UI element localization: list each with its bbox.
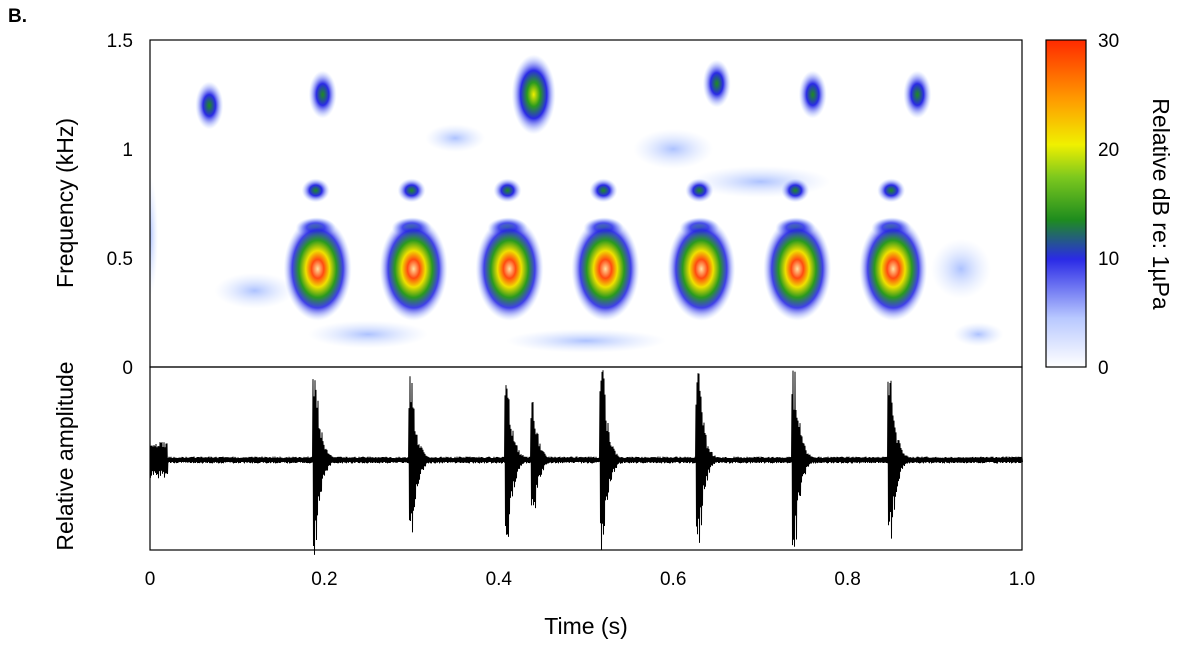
upper-harmonic-band [308,70,337,119]
colorbar-gradient [1045,39,1087,368]
time-axis-ticks: 0 0.2 0.4 0.6 0.8 1.0 [145,569,1036,590]
time-tick-label: 0.6 [660,569,686,590]
frequency-tick-label: 1 [122,140,133,161]
frequency-axis-ticks: 0 0.5 1 1.5 [107,31,133,379]
pulse-energy-blob [571,216,640,321]
spectrogram-noise-patch [425,124,486,153]
colorbar-tick-label: 0 [1098,358,1109,379]
frequency-tick-label: 1.5 [107,31,133,52]
time-tick-label: 0.8 [834,569,860,590]
pulse-energy-blob [859,216,928,321]
waveform-trace [149,370,1023,555]
spectrogram-panel: 0 0.5 1 1.5 Frequency (kHz) [52,31,1023,379]
upper-harmonic-band [798,70,827,119]
waveform-frame [149,366,1023,551]
pulse-energy-blob [379,216,448,321]
spectrogram-noise-patch [953,322,1004,347]
colorbar-label: Relative dB re: 1µPa [1148,98,1174,310]
pulse-harmonic [589,178,618,203]
time-tick-label: 0.2 [311,569,337,590]
upper-harmonic-band [511,54,556,135]
upper-harmonic-band [195,81,224,130]
frequency-tick-label: 0 [122,358,133,379]
time-axis-label: Time (s) [544,613,627,639]
colorbar-tick-label: 20 [1098,140,1119,161]
frequency-tick-label: 0.5 [107,249,133,270]
time-tick-label: 0.4 [486,569,513,590]
spectrogram-noise-patch [930,238,991,299]
colorbar: 0 10 20 30 Relative dB re: 1µPa [1045,31,1174,379]
pulse-energy-blob [763,216,832,321]
pulse-harmonic [877,178,906,203]
pulse-energy-blob [667,216,736,321]
pulse-energy-blob [475,216,544,321]
time-tick-label: 1.0 [1009,569,1035,590]
pulse-harmonic [781,178,810,203]
spectrogram-noise-patch [214,272,295,309]
time-tick-label: 0 [145,569,156,590]
pulse-harmonic [493,178,522,203]
amplitude-axis-label: Relative amplitude [52,361,78,550]
pulse-harmonic [301,178,330,203]
pulse-energy-blob [283,216,352,321]
panel-label: B. [8,6,27,27]
spectrogram-noise-patch [506,328,666,353]
colorbar-tick-label: 30 [1098,31,1119,52]
frequency-axis-label: Frequency (kHz) [52,118,78,288]
spectrogram-noise-patch [150,176,158,297]
upper-harmonic-band [903,70,932,119]
upper-harmonic-band [702,59,731,108]
colorbar-ticks: 0 10 20 30 [1098,31,1119,379]
pulse-harmonic [685,178,714,203]
spectrogram-content [150,54,1004,353]
pulse-harmonic [397,178,426,203]
spectrogram-noise-patch [308,320,428,349]
colorbar-tick-label: 10 [1098,249,1119,270]
spectrogram-noise-patch [633,129,714,169]
waveform-panel: 0 0.2 0.4 0.6 0.8 1.0 Time (s) Relative ampli… [52,361,1035,639]
